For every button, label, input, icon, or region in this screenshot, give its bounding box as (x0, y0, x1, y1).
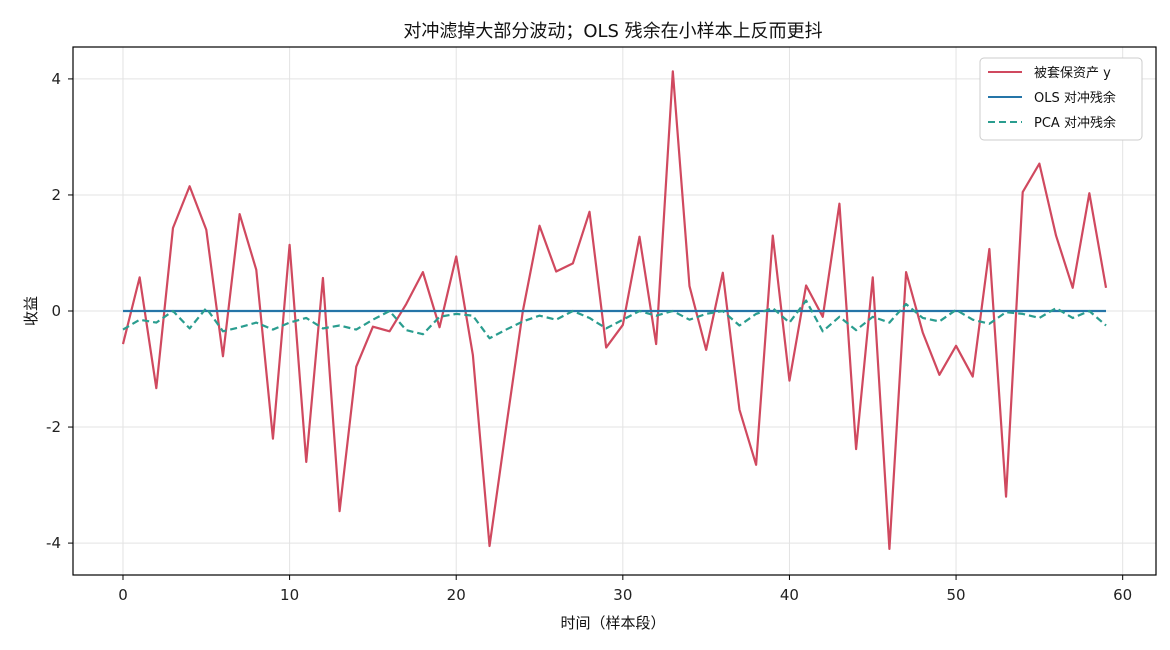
x-tick-label: 0 (118, 586, 128, 604)
pca-residual-line (122, 299, 1107, 340)
y-tick-label: 2 (51, 186, 61, 204)
x-tick-label: 30 (613, 586, 632, 604)
legend-label-pca: PCA 对冲残余 (1034, 115, 1116, 131)
y-tick-label: -4 (46, 534, 61, 552)
x-tick-label: 50 (947, 586, 966, 604)
y-tick-label: 0 (51, 302, 61, 320)
y-tick-label: 4 (51, 70, 61, 88)
legend-box (979, 57, 1143, 141)
axis-ticks: 0 10 20 30 40 50 60 -4 -2 0 2 4 (46, 70, 1132, 604)
x-tick-label: 10 (280, 586, 299, 604)
y-axis-label: 收益 (22, 296, 40, 326)
y-tick-label: -2 (46, 418, 61, 436)
legend-label-ols: OLS 对冲残余 (1034, 90, 1116, 106)
asset-return-line (121, 70, 1108, 550)
plot-lines (121, 70, 1108, 550)
x-tick-label: 20 (447, 586, 466, 604)
x-tick-label: 60 (1113, 586, 1132, 604)
x-tick-label: 40 (780, 586, 799, 604)
chart-title: 对冲滤掉大部分波动；OLS 残余在小样本上反而更抖 (403, 21, 822, 42)
legend: 被套保资产 y OLS 对冲残余 PCA 对冲残余 (979, 57, 1143, 141)
legend-label-asset: 被套保资产 y (1034, 65, 1111, 81)
x-axis-label: 时间（样本段） (560, 614, 665, 632)
